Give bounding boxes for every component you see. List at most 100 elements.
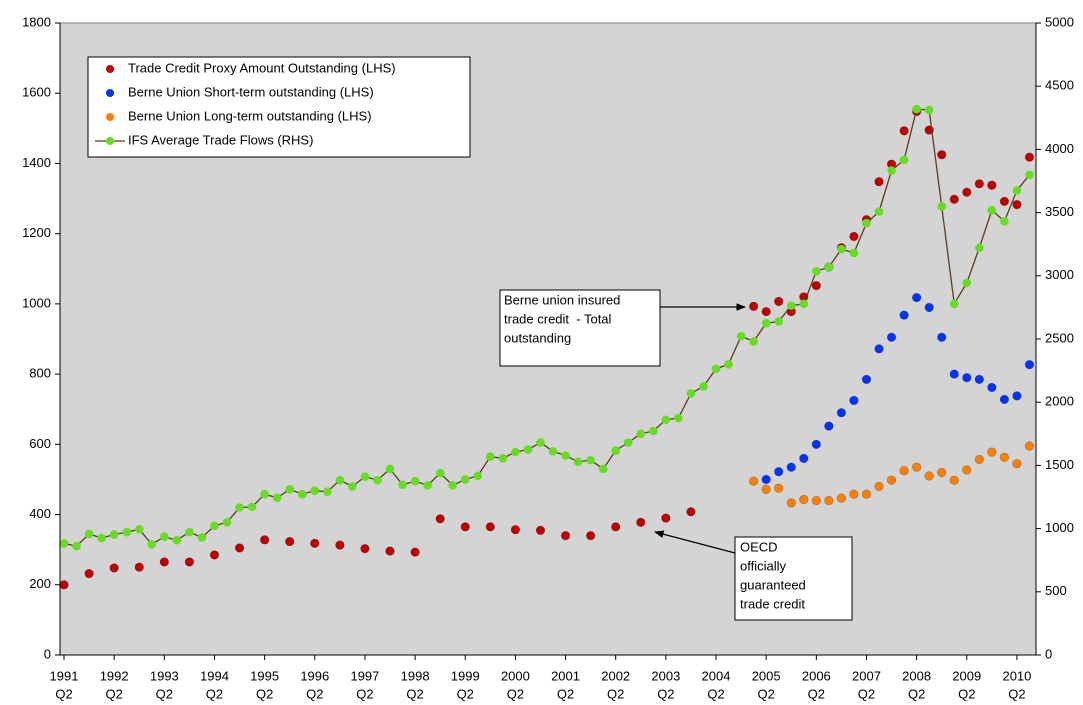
legend-marker <box>106 89 114 97</box>
data-point <box>398 480 407 490</box>
data-point <box>962 372 972 383</box>
x-tick-label: Q2 <box>858 686 875 701</box>
legend-label: IFS Average Trade Flows (RHS) <box>128 132 313 147</box>
x-tick-label: Q2 <box>356 686 373 701</box>
x-tick-label: Q2 <box>306 686 323 701</box>
data-point <box>636 429 646 439</box>
x-tick-label: 2009 <box>952 668 981 683</box>
data-point <box>310 538 320 549</box>
data-point <box>949 194 959 204</box>
x-tick-label: 2008 <box>902 668 931 683</box>
x-tick-label: 2007 <box>852 668 881 683</box>
data-point <box>861 374 872 385</box>
y2-tick-label: 3500 <box>1045 204 1074 219</box>
data-point <box>774 296 784 307</box>
data-point <box>222 517 232 527</box>
data-point <box>598 464 608 474</box>
data-point <box>209 550 220 560</box>
data-point <box>97 533 106 543</box>
data-point <box>435 514 445 524</box>
legend-marker <box>106 65 114 73</box>
data-point <box>911 292 922 303</box>
data-point <box>272 493 282 503</box>
data-point <box>987 205 997 215</box>
data-point <box>974 454 985 465</box>
x-tick-label: Q2 <box>105 686 122 701</box>
data-point <box>874 177 884 187</box>
data-point <box>84 529 94 539</box>
x-tick-label: 2010 <box>1002 668 1031 683</box>
data-point <box>937 332 947 342</box>
annotation-box <box>734 536 853 621</box>
y2-tick-label: 0 <box>1045 646 1052 661</box>
data-point <box>122 527 132 537</box>
x-tick-label: Q2 <box>757 686 774 701</box>
y-tick-label: 1200 <box>22 225 51 240</box>
data-point <box>849 489 859 499</box>
data-point <box>1024 359 1035 370</box>
annotation-text: trade credit - Total <box>504 311 612 326</box>
data-point <box>59 539 69 548</box>
data-point <box>385 546 395 556</box>
data-point <box>987 180 997 190</box>
y-tick-label: 1000 <box>22 295 51 310</box>
data-point <box>72 541 81 551</box>
y2-tick-label: 500 <box>1045 583 1067 598</box>
data-point <box>323 487 332 496</box>
legend-marker <box>106 137 114 145</box>
data-point <box>949 475 959 485</box>
data-point <box>560 530 571 541</box>
data-point <box>172 535 182 545</box>
data-point <box>736 331 746 341</box>
data-point <box>761 474 771 485</box>
data-point <box>912 104 921 114</box>
data-point <box>924 471 934 481</box>
data-point <box>799 299 809 309</box>
data-point <box>862 218 871 228</box>
data-point <box>824 421 834 431</box>
data-point <box>786 301 796 310</box>
data-point <box>511 447 520 457</box>
y2-tick-label: 1500 <box>1045 457 1074 472</box>
x-tick-label: 1999 <box>451 668 480 683</box>
x-tick-label: Q2 <box>1008 686 1025 701</box>
data-point <box>84 568 94 579</box>
data-point <box>924 105 934 115</box>
data-point <box>686 389 696 398</box>
data-point <box>636 517 646 527</box>
data-point <box>748 301 759 312</box>
data-point <box>799 453 809 464</box>
data-point <box>1024 441 1035 451</box>
data-point <box>899 126 909 136</box>
data-point <box>410 476 420 486</box>
data-point <box>974 179 985 189</box>
data-point <box>460 475 470 484</box>
data-point <box>886 475 897 485</box>
data-point <box>234 543 245 553</box>
data-point <box>949 299 959 309</box>
data-point <box>824 495 834 506</box>
data-point <box>623 438 633 447</box>
data-point <box>837 244 846 254</box>
data-point <box>899 155 909 165</box>
x-tick-label: 2006 <box>802 668 831 683</box>
data-point <box>711 364 721 374</box>
y-tick-label: 200 <box>29 576 51 591</box>
annotation-text: officially <box>740 558 787 573</box>
data-point <box>185 527 194 537</box>
x-tick-label: Q2 <box>406 686 423 701</box>
data-point <box>448 481 458 490</box>
x-tick-label: Q2 <box>507 686 524 701</box>
x-tick-label: Q2 <box>958 686 975 701</box>
y-tick-label: 800 <box>29 366 51 381</box>
y2-tick-label: 1000 <box>1045 520 1074 535</box>
data-point <box>937 201 947 211</box>
data-point <box>748 476 759 486</box>
data-point <box>1025 170 1034 179</box>
data-point <box>573 457 583 467</box>
y-tick-label: 1400 <box>22 155 51 170</box>
data-point <box>999 196 1010 207</box>
data-point <box>874 344 884 354</box>
